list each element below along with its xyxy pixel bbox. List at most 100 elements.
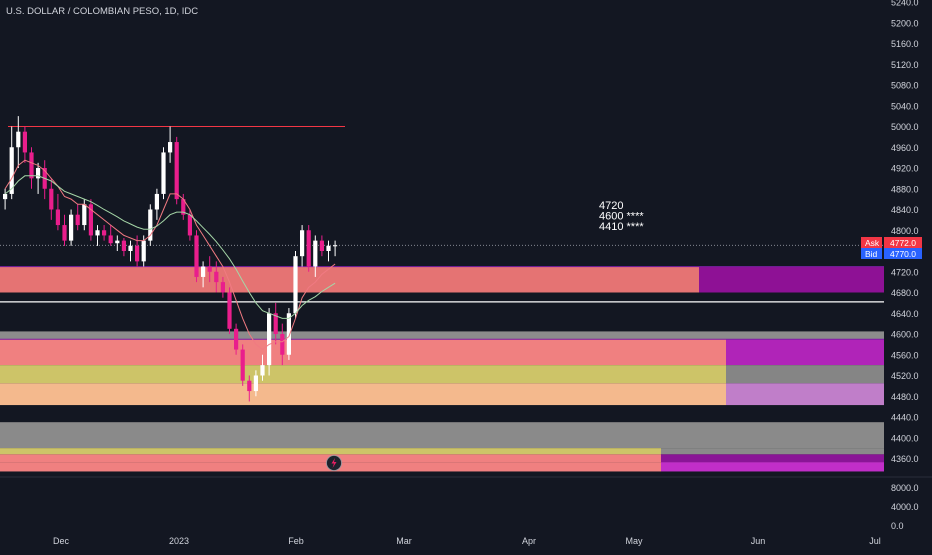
annotation-block: 4720 4600 **** 4410 **** xyxy=(599,200,644,233)
zone-band-2-right-0 xyxy=(726,339,884,366)
candle-body-31 xyxy=(207,266,212,272)
candle-body-46 xyxy=(306,230,311,267)
candle-body-19 xyxy=(128,245,133,251)
volume-tick-label: 0.0 xyxy=(891,521,904,531)
candle-body-15 xyxy=(102,230,107,236)
annotation-line-1: 4720 xyxy=(599,200,623,212)
candle-body-4 xyxy=(29,152,34,179)
price-tick-label: 4640.0 xyxy=(891,309,919,319)
candle-body-16 xyxy=(108,235,113,244)
candle-body-10 xyxy=(69,214,74,241)
candle-body-23 xyxy=(154,193,159,210)
bid-badge xyxy=(861,248,882,259)
ema-fast-line xyxy=(4,159,336,351)
candle-body-9 xyxy=(62,225,67,241)
price-tick-label: 4680.0 xyxy=(891,288,919,298)
candle-body-44 xyxy=(293,256,298,314)
lightning-button[interactable] xyxy=(326,455,342,471)
candle-body-22 xyxy=(148,209,153,241)
candle-body-7 xyxy=(49,188,54,210)
ema-slow-line xyxy=(4,175,336,319)
price-tick-label: 4520.0 xyxy=(891,371,919,381)
candle-body-11 xyxy=(75,214,80,226)
candle-body-40 xyxy=(267,313,272,366)
zone-band-7-right-0 xyxy=(661,454,884,463)
candle-body-32 xyxy=(214,271,219,283)
ask-label: Ask xyxy=(865,238,880,248)
candle-body-14 xyxy=(95,230,100,236)
price-tick-label: 5080.0 xyxy=(891,81,919,91)
zone-band-4 xyxy=(0,383,726,406)
candle-body-29 xyxy=(194,235,199,277)
price-tick-label: 4960.0 xyxy=(891,143,919,153)
zone-band-6 xyxy=(0,448,661,455)
candle-body-27 xyxy=(181,199,186,215)
bid-price: 4770.0 xyxy=(890,249,916,259)
annotation-line-2: 4600 **** xyxy=(599,211,644,223)
ask-badge xyxy=(861,237,882,248)
candle-body-24 xyxy=(161,152,166,194)
candle-body-39 xyxy=(260,365,265,376)
time-axis-label: Apr xyxy=(522,536,536,546)
chart-title: U.S. DOLLAR / COLOMBIAN PESO, 1D, IDC xyxy=(6,6,198,17)
zone-band-3-right-0 xyxy=(726,365,884,384)
candle-body-26 xyxy=(174,142,179,200)
price-tick-label: 5120.0 xyxy=(891,60,919,70)
price-tick-label: 5240.0 xyxy=(891,0,919,8)
zone-band-1 xyxy=(0,331,884,340)
price-tick-label: 4600.0 xyxy=(891,330,919,340)
candle-body-49 xyxy=(326,245,331,251)
candle-body-18 xyxy=(121,240,126,251)
candle-body-21 xyxy=(141,240,146,262)
price-tick-label: 5040.0 xyxy=(891,101,919,111)
annotation-line-3: 4410 **** xyxy=(599,221,644,233)
time-axis-label: Feb xyxy=(288,536,304,546)
price-tick-label: 4400.0 xyxy=(891,433,919,443)
candle-body-2 xyxy=(16,131,21,148)
zone-band-4-right-0 xyxy=(726,383,884,406)
candle-body-12 xyxy=(82,204,87,226)
zone-band-8-right-0 xyxy=(661,462,884,472)
zone-band-3 xyxy=(0,365,726,384)
price-tick-label: 5200.0 xyxy=(891,18,919,28)
time-axis-label: Jun xyxy=(751,536,766,546)
time-axis-label: 2023 xyxy=(169,536,189,546)
ask-price-badge xyxy=(884,237,922,248)
zone-band-0 xyxy=(0,266,699,293)
candle-body-45 xyxy=(300,230,305,257)
ask-price: 4772.0 xyxy=(890,238,916,248)
time-axis-label: Mar xyxy=(396,536,412,546)
candle-body-42 xyxy=(280,334,285,355)
time-axis-label: Dec xyxy=(53,536,70,546)
candle-body-35 xyxy=(234,328,239,350)
zone-band-6-right-0 xyxy=(661,448,884,455)
candle-body-20 xyxy=(135,245,140,262)
candle-body-3 xyxy=(22,131,27,153)
price-tick-label: 5000.0 xyxy=(891,122,919,132)
candle-body-8 xyxy=(55,209,60,226)
candle-body-37 xyxy=(247,380,252,392)
price-tick-label: 4360.0 xyxy=(891,454,919,464)
candle-body-1 xyxy=(9,147,14,194)
time-axis-label: May xyxy=(625,536,643,546)
candle-body-28 xyxy=(187,214,192,236)
candle-body-41 xyxy=(273,313,278,334)
candle-body-5 xyxy=(36,168,41,179)
volume-tick-label: 8000.0 xyxy=(891,483,919,493)
candle-body-0 xyxy=(3,193,8,200)
zone-band-2 xyxy=(0,339,726,366)
lightning-icon xyxy=(331,458,337,468)
candle-body-38 xyxy=(253,375,258,392)
volume-tick-label: 4000.0 xyxy=(891,502,919,512)
candle-body-30 xyxy=(201,266,206,277)
ask-bid-labels: Ask 4772.0 Bid 4770.0 xyxy=(861,237,922,259)
time-axis-label: Jul xyxy=(869,536,881,546)
price-tick-label: 5160.0 xyxy=(891,39,919,49)
price-tick-label: 4880.0 xyxy=(891,184,919,194)
candle-body-17 xyxy=(115,240,120,244)
candle-body-36 xyxy=(240,349,245,381)
price-tick-label: 4840.0 xyxy=(891,205,919,215)
candle-body-25 xyxy=(168,142,173,153)
zone-band-0-right-0 xyxy=(699,266,884,293)
